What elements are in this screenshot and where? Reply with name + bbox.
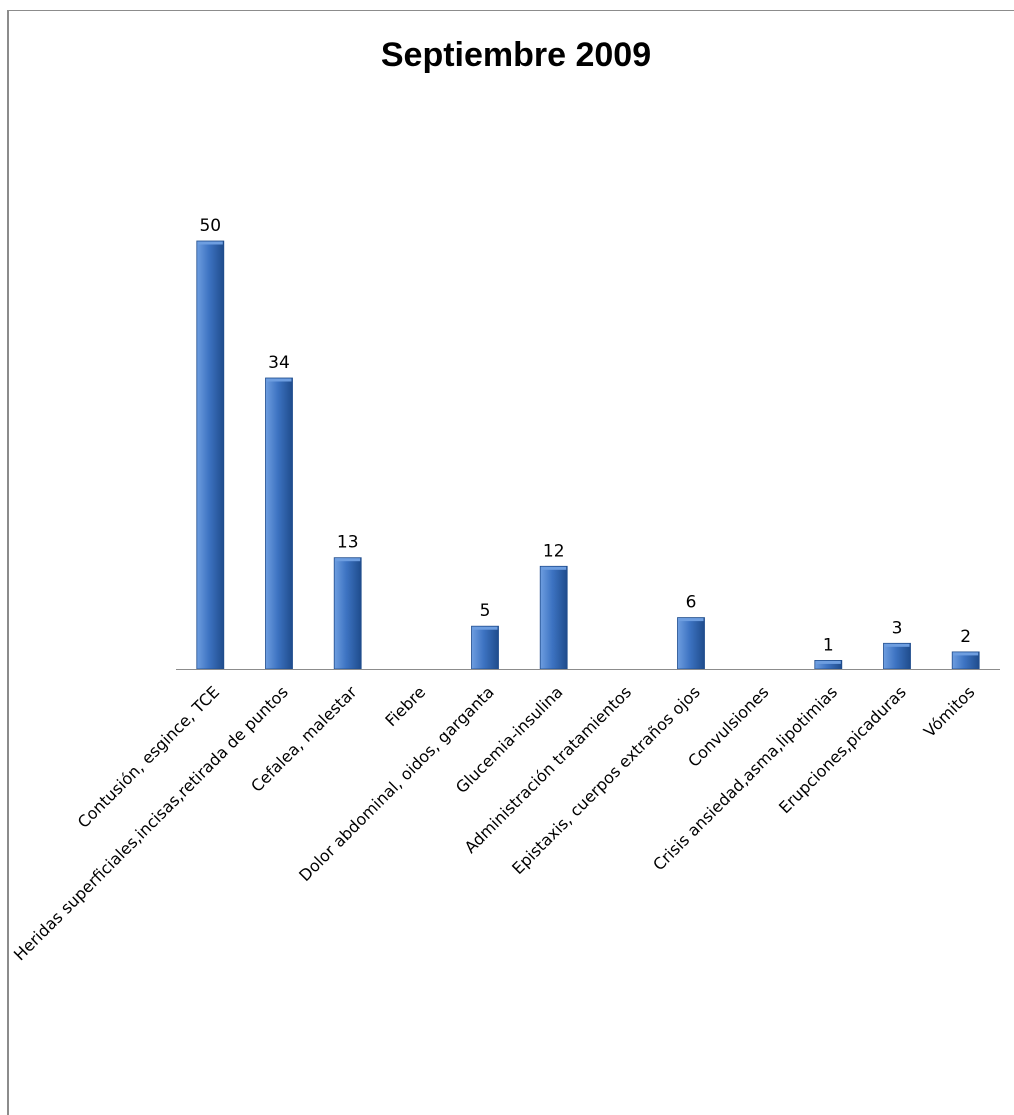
tick-label: Fiebre [381,682,429,730]
data-label: 12 [543,541,565,561]
bar-cap [884,643,910,647]
bar [333,557,362,670]
bar [883,642,911,670]
chart-title: Septiembre 2009 [381,36,651,74]
data-label: 5 [480,601,491,621]
tick-label: Vómitos [920,682,979,741]
bar-cap [266,378,292,382]
chart-frame [7,10,1014,1115]
bar [265,377,293,670]
bar [471,625,499,670]
data-label: 1 [823,635,834,655]
bar-cap [953,652,979,656]
bar [677,617,705,670]
bar [539,565,568,670]
bar-cap [197,241,223,245]
bars-layer [196,240,980,670]
bar-cap [541,566,567,570]
data-label: 13 [337,533,359,553]
data-label: 34 [268,353,290,373]
tick-label: Heridas superficiales,incisas,retirada d… [10,682,292,964]
data-label: 6 [686,593,697,613]
bar-cap [472,626,498,630]
tick-label: Erupciones,picaduras [775,682,910,817]
tick-label: Contusión, esgince, TCE [74,682,223,831]
bar [196,240,225,670]
data-label: 3 [892,618,903,638]
bar-cap [678,618,704,622]
bar-cap [815,660,841,664]
data-label: 2 [960,627,971,647]
data-label: 50 [199,216,221,236]
bar-cap [335,558,361,562]
